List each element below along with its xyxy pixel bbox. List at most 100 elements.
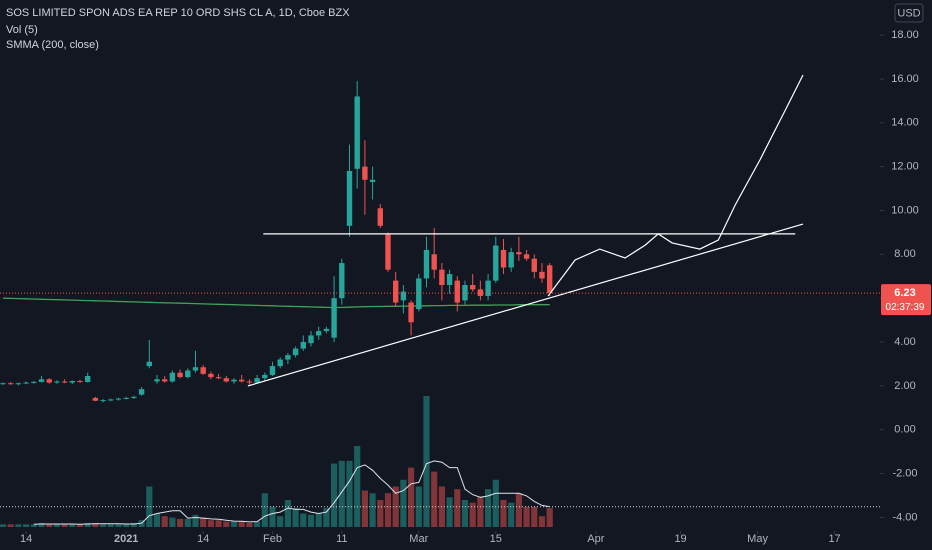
candle-body <box>539 271 545 279</box>
y-tick-label: 4.00 <box>894 336 915 348</box>
volume-bar <box>331 463 338 527</box>
volume-bar <box>538 516 546 527</box>
y-tick-label: 2.00 <box>894 380 915 392</box>
volume-bar <box>161 516 168 527</box>
candle-body <box>169 372 176 382</box>
last-price-tag <box>881 284 931 316</box>
candle-body <box>192 367 199 371</box>
candle-body <box>485 280 491 296</box>
candle-body <box>392 280 399 303</box>
candle-body <box>377 208 383 226</box>
candle-body <box>277 359 283 367</box>
candle-body <box>123 397 129 399</box>
y-tick-label: 8.00 <box>894 248 915 260</box>
candle-body <box>146 361 152 367</box>
candle-body <box>339 263 345 299</box>
candle-body <box>208 373 214 378</box>
volume-bar <box>300 513 307 527</box>
volume-bar <box>454 489 461 527</box>
candle-body <box>369 179 376 182</box>
smma-line <box>2 297 550 309</box>
volume-bar <box>277 516 284 527</box>
candle-body <box>0 383 6 385</box>
candle-body <box>262 374 268 379</box>
candle-body <box>362 166 368 180</box>
volume-bar <box>107 524 114 527</box>
currency: USD <box>897 7 920 19</box>
volume-bar <box>269 506 276 527</box>
last-price-label: 6.23 <box>894 287 915 299</box>
candle-body <box>523 254 530 259</box>
volume-bar <box>515 493 522 527</box>
volume-bar <box>531 506 538 527</box>
volume-bar <box>415 486 422 527</box>
candle-body <box>77 381 83 383</box>
plot-area: 18.0016.0014.0012.0010.008.006.004.002.0… <box>0 29 931 545</box>
volume-bar <box>230 521 238 527</box>
volume-bar <box>523 506 530 527</box>
volume-bar <box>30 524 37 527</box>
candle-body <box>92 397 99 401</box>
x-tick-label: Feb <box>263 533 282 545</box>
volume-bar <box>69 524 76 527</box>
candle-body <box>416 278 422 310</box>
volume-bar <box>200 517 207 527</box>
candle-body <box>238 379 245 382</box>
volume-bar <box>184 518 191 527</box>
candle-body <box>69 381 75 383</box>
candle-body <box>516 252 522 255</box>
volume-bar <box>369 493 376 527</box>
candle-body <box>200 367 206 374</box>
candle-body <box>246 381 253 383</box>
countdown-label: 02:37:39 <box>886 302 925 313</box>
y-tick-label: 14.00 <box>891 117 919 129</box>
volume-bar <box>338 460 345 527</box>
y-tick-label: 10.00 <box>891 204 919 216</box>
y-tick-label: 16.00 <box>891 73 919 85</box>
y-tick-label: 12.00 <box>891 161 919 173</box>
volume-bar <box>346 460 353 527</box>
candle-body <box>85 375 91 382</box>
volume-bar <box>469 502 476 527</box>
volume-bar <box>446 497 453 527</box>
volume-sma-line <box>33 460 550 525</box>
volume-bar <box>431 471 438 527</box>
candle-body <box>508 252 514 268</box>
chart-title: SOS LIMITED SPON ADS EA REP 10 ORD SHS C… <box>6 7 350 19</box>
x-tick-label: 19 <box>674 533 686 545</box>
candle-body <box>346 171 353 226</box>
volume-bar <box>215 520 222 527</box>
volume-bar <box>284 500 291 527</box>
candle-body <box>423 249 430 279</box>
candle-body <box>354 96 360 169</box>
volume-bar <box>292 508 299 527</box>
volume-bar <box>223 521 230 527</box>
volume-bar <box>15 524 22 527</box>
volume-bar <box>7 524 14 527</box>
candle-body <box>308 335 314 344</box>
candle-body <box>131 396 137 398</box>
candle-body <box>454 280 460 303</box>
x-tick-label: May <box>747 533 768 545</box>
volume-bar <box>461 500 469 527</box>
candle-body <box>8 383 14 385</box>
y-tick-label: 0.00 <box>894 424 915 436</box>
candle-body <box>431 254 437 270</box>
x-tick-label: 14 <box>20 533 32 545</box>
volume-bar <box>130 522 137 527</box>
volume-bar <box>500 500 507 527</box>
candle-body <box>546 265 553 294</box>
volume-bar <box>354 446 361 527</box>
candle-body <box>331 298 337 338</box>
volume-bar <box>315 513 322 527</box>
candle-body <box>462 285 468 301</box>
volume-bar <box>207 520 214 527</box>
candle-body <box>315 331 322 336</box>
volume-bar <box>384 493 392 527</box>
candle-body <box>46 379 52 383</box>
volume-bar <box>76 524 84 527</box>
candle-body <box>439 269 445 286</box>
volume-bar <box>46 524 53 527</box>
candle-body <box>54 381 60 383</box>
